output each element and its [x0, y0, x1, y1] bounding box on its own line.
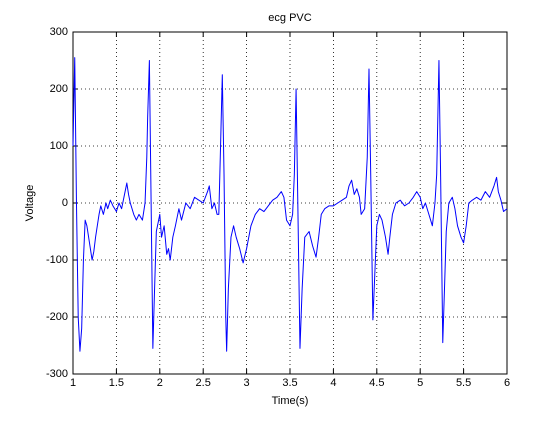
y-axis-label: Voltage: [24, 185, 36, 222]
x-tick-label: 1.5: [109, 377, 124, 389]
x-tick-label: 4.5: [369, 377, 384, 389]
x-tick-label: 3: [244, 377, 250, 389]
y-tick-label: 300: [50, 26, 68, 38]
y-tick-label: 200: [50, 83, 68, 95]
x-tick-label: 2.5: [196, 377, 211, 389]
x-tick-label: 5.5: [456, 377, 471, 389]
y-tick-label: 100: [50, 140, 68, 152]
ecg-line: [72, 57, 508, 352]
x-tick-label: 3.5: [282, 377, 297, 389]
y-tick-label: 0: [62, 197, 68, 209]
x-tick-label: 6: [504, 377, 510, 389]
x-tick-label: 1: [70, 377, 76, 389]
x-tick-label: 2: [157, 377, 163, 389]
chart-title: ecg PVC: [268, 12, 311, 24]
x-tick-label: 5: [417, 377, 423, 389]
y-tick-label: -100: [46, 254, 68, 266]
y-tick-label: -200: [46, 311, 68, 323]
x-axis-label: Time(s): [272, 395, 309, 407]
y-tick-label: -300: [46, 368, 68, 380]
x-tick-label: 4: [330, 377, 336, 389]
